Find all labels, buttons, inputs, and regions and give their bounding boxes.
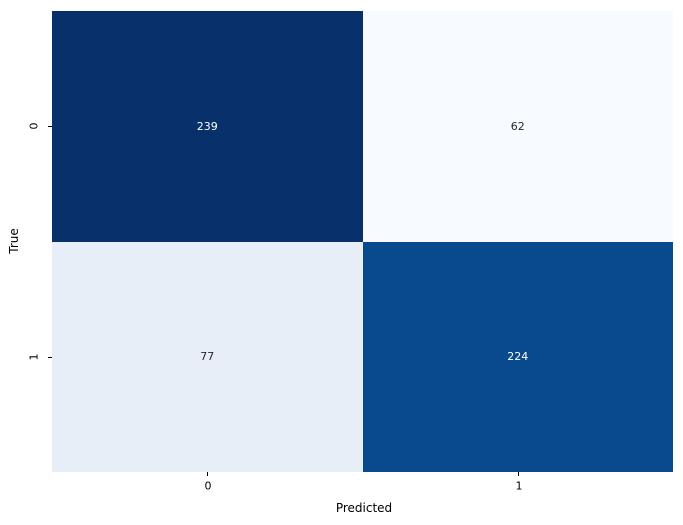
heatmap-cell-true0-pred1: 62 — [362, 11, 673, 242]
x-axis-tick-0 — [207, 472, 208, 476]
x-axis-tick-1 — [518, 472, 519, 476]
y-axis-tick-0 — [48, 126, 52, 127]
heatmap-plot-area: 239 62 77 224 — [52, 11, 673, 472]
y-tick-label-1: 1 — [27, 353, 41, 361]
x-tick-label-1: 1 — [515, 479, 523, 493]
y-axis-tick-1 — [48, 357, 52, 358]
y-tick-label-0: 0 — [27, 122, 41, 130]
heatmap-cell-true1-pred1: 224 — [362, 241, 673, 472]
cell-value-true1-pred0: 77 — [200, 350, 215, 364]
cell-value-true0-pred0: 239 — [196, 119, 218, 133]
x-tick-label-0: 0 — [204, 479, 212, 493]
heatmap-cell-true1-pred0: 77 — [52, 241, 363, 472]
x-axis-title: Predicted — [335, 501, 393, 515]
cell-value-true0-pred1: 62 — [510, 119, 525, 133]
y-axis-title: True — [7, 228, 21, 254]
heatmap-cell-true0-pred0: 239 — [52, 11, 363, 242]
cell-value-true1-pred1: 224 — [507, 350, 529, 364]
